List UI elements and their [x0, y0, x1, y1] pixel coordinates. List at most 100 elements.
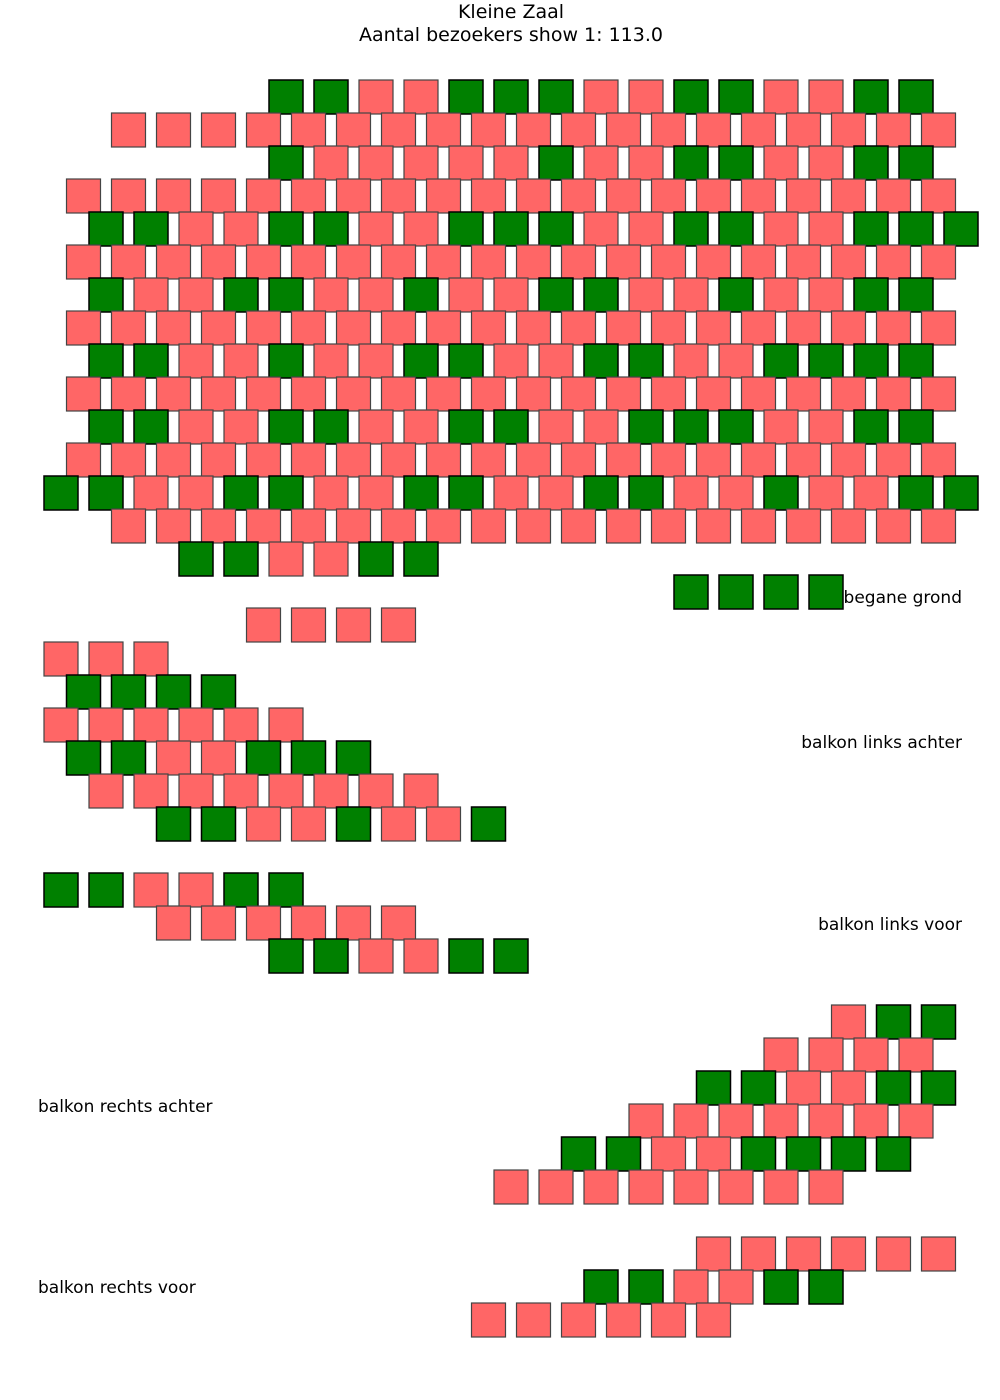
- seat-balkon-links-achter-r5-s7-free: [358, 773, 394, 809]
- seat-begane-grond-r13-s2-taken: [88, 475, 124, 511]
- seat-begane-grond-r13-s20-taken: [898, 475, 934, 511]
- seat-begane-grond-r4-s6-free: [290, 178, 327, 214]
- seat-begane-grond-r14-s14-free: [695, 508, 732, 544]
- seat-balkon-links-achter-r3-s2-free: [88, 707, 124, 743]
- seat-begane-grond-r11-s18-taken: [853, 409, 889, 445]
- seat-begane-grond-r6-s9-free: [425, 244, 462, 280]
- seat-begane-grond-r8-s12-free: [560, 310, 597, 346]
- seat-begane-grond-r10-s6-free: [290, 376, 327, 412]
- seat-begane-grond-r1-s1-taken: [268, 79, 304, 115]
- seat-begane-grond-r14-s8-free: [425, 508, 462, 544]
- seat-begane-grond-r15-s5-taken: [358, 541, 394, 577]
- seat-begane-grond-r11-s16-free: [763, 409, 799, 445]
- seat-begane-grond-r6-s4-free: [200, 244, 237, 280]
- seat-begane-grond-r13-s17-taken: [763, 475, 799, 511]
- seat-begane-grond-r2-s2-free: [155, 112, 192, 148]
- seat-begane-grond-r4-s2-free: [110, 178, 147, 214]
- seat-balkon-links-voor-r3-s3-free: [358, 938, 394, 974]
- seat-balkon-rechts-voor-r2-s6-taken: [808, 1269, 844, 1305]
- seat-balkon-rechts-achter-r6-s1-free: [493, 1169, 529, 1205]
- seat-begane-grond-r10-s16-free: [740, 376, 777, 412]
- seat-begane-grond-r9-s17-taken: [808, 343, 844, 379]
- seat-begane-grond-r6-s17-free: [785, 244, 822, 280]
- seat-begane-grond-r4-s20-free: [920, 178, 957, 214]
- seat-begane-grond-r12-s4-free: [200, 442, 237, 478]
- seat-begane-grond-r11-s4-free: [223, 409, 259, 445]
- seat-begane-grond-r8-s20-free: [920, 310, 957, 346]
- seat-begane-grond-r4-s14-free: [650, 178, 687, 214]
- seat-begane-grond-r1-s6-taken: [493, 79, 529, 115]
- seat-begane-grond-r2-s15-free: [740, 112, 777, 148]
- seat-begane-grond-r10-s9-free: [425, 376, 462, 412]
- seat-begane-grond-r9-s4-free: [223, 343, 259, 379]
- seat-begane-grond-r11-s14-taken: [673, 409, 709, 445]
- seat-begane-grond-r12-s15-free: [695, 442, 732, 478]
- seat-begane-grond-r9-s12-taken: [583, 343, 619, 379]
- seat-begane-grond-r4-s15-free: [695, 178, 732, 214]
- seat-begane-grond-r1-s2-taken: [313, 79, 349, 115]
- seat-begane-grond-r17-s3-free: [335, 607, 372, 643]
- seat-begane-grond-r3-s7-taken: [538, 145, 574, 181]
- seat-begane-grond-r7-s19-taken: [898, 277, 934, 313]
- seat-begane-grond-r6-s5-free: [245, 244, 282, 280]
- seat-begane-grond-r4-s9-free: [425, 178, 462, 214]
- seat-begane-grond-r10-s12-free: [560, 376, 597, 412]
- seat-begane-grond-r2-s4-free: [245, 112, 282, 148]
- seat-begane-grond-r7-s3-free: [178, 277, 214, 313]
- seat-begane-grond-r16-s1-taken: [673, 574, 709, 610]
- seat-balkon-links-achter-r2-s4-taken: [200, 674, 237, 710]
- seat-begane-grond-r11-s17-free: [808, 409, 844, 445]
- seat-balkon-rechts-achter-r5-s4-free: [695, 1136, 732, 1172]
- seat-balkon-rechts-achter-r5-s1-taken: [560, 1136, 597, 1172]
- seat-begane-grond-r12-s2-free: [110, 442, 147, 478]
- seat-begane-grond-r2-s8-free: [425, 112, 462, 148]
- seat-balkon-links-achter-r2-s2-taken: [110, 674, 147, 710]
- seat-begane-grond-r3-s13-free: [808, 145, 844, 181]
- seat-begane-grond-r14-s5-free: [290, 508, 327, 544]
- seat-begane-grond-r3-s15-taken: [898, 145, 934, 181]
- seat-begane-grond-r15-s2-taken: [223, 541, 259, 577]
- seat-balkon-rechts-achter-r4-s5-free: [808, 1103, 844, 1139]
- seat-begane-grond-r14-s10-free: [515, 508, 552, 544]
- seat-begane-grond-r2-s17-free: [830, 112, 867, 148]
- seat-begane-grond-r14-s13-free: [650, 508, 687, 544]
- seat-balkon-links-voor-r2-s3-free: [245, 905, 282, 941]
- seat-balkon-rechts-achter-r5-s2-taken: [605, 1136, 642, 1172]
- seat-begane-grond-r14-s1-free: [110, 508, 147, 544]
- seat-begane-grond-r3-s3-free: [358, 145, 394, 181]
- seat-balkon-rechts-achter-r2-s3-free: [853, 1037, 889, 1073]
- seat-balkon-links-achter-r6-s7-free: [425, 806, 462, 842]
- seat-begane-grond-r13-s8-free: [358, 475, 394, 511]
- seat-balkon-rechts-achter-r4-s1-free: [628, 1103, 664, 1139]
- seat-begane-grond-r10-s2-free: [110, 376, 147, 412]
- seat-balkon-links-achter-r3-s6-free: [268, 707, 304, 743]
- seat-begane-grond-r4-s17-free: [785, 178, 822, 214]
- seat-begane-grond-r9-s7-free: [358, 343, 394, 379]
- seat-balkon-links-achter-r1-s3-free: [133, 641, 169, 677]
- seat-begane-grond-r2-s7-free: [380, 112, 417, 148]
- seat-balkon-links-achter-r4-s3-free: [155, 740, 192, 776]
- seat-begane-grond-r2-s6-free: [335, 112, 372, 148]
- seat-begane-grond-r13-s21-taken: [943, 475, 979, 511]
- seat-balkon-rechts-achter-r5-s3-free: [650, 1136, 687, 1172]
- seat-begane-grond-r2-s1-free: [110, 112, 147, 148]
- seat-begane-grond-r4-s4-free: [200, 178, 237, 214]
- seat-balkon-rechts-achter-r4-s7-free: [898, 1103, 934, 1139]
- seat-begane-grond-r7-s11-taken: [538, 277, 574, 313]
- seat-begane-grond-r14-s6-free: [335, 508, 372, 544]
- seat-begane-grond-r16-s4-taken: [808, 574, 844, 610]
- seat-begane-grond-r13-s3-free: [133, 475, 169, 511]
- seat-begane-grond-r6-s14-free: [650, 244, 687, 280]
- seat-balkon-rechts-voor-r1-s5-free: [875, 1236, 912, 1272]
- seat-balkon-rechts-achter-r3-s6-taken: [920, 1070, 957, 1106]
- seat-begane-grond-r2-s13-free: [650, 112, 687, 148]
- seat-begane-grond-r7-s4-taken: [223, 277, 259, 313]
- seat-balkon-links-achter-r6-s3-free: [245, 806, 282, 842]
- seat-begane-grond-r9-s10-free: [493, 343, 529, 379]
- seat-begane-grond-r1-s12-free: [763, 79, 799, 115]
- seat-begane-grond-r6-s2-free: [110, 244, 147, 280]
- seat-balkon-rechts-achter-r6-s7-free: [763, 1169, 799, 1205]
- seat-balkon-rechts-voor-r1-s3-free: [785, 1236, 822, 1272]
- seat-begane-grond-r11-s3-free: [178, 409, 214, 445]
- seat-begane-grond-r1-s14-taken: [853, 79, 889, 115]
